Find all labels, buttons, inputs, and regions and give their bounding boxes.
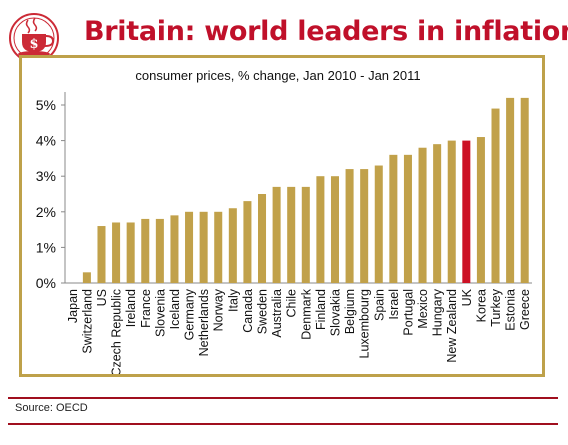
x-tick-label: Japan	[66, 289, 80, 323]
x-tick-label: Chile	[285, 289, 299, 318]
bar-belgium	[345, 169, 354, 283]
logo-letter: $	[29, 37, 38, 52]
x-tick-label: Australia	[270, 289, 284, 338]
y-tick-label: 1%	[36, 239, 56, 255]
x-tick-label: Israel	[387, 289, 401, 320]
x-tick-label: Denmark	[299, 288, 313, 339]
x-tick-label: Germany	[183, 288, 197, 340]
bar-mexico	[418, 147, 427, 283]
x-tick-label: Sweden	[256, 289, 270, 334]
page-title: Britain: world leaders in inflation	[84, 16, 568, 47]
bar-spain	[374, 165, 383, 283]
x-tick-label: Czech Republic	[110, 289, 124, 374]
bar-italy	[228, 208, 237, 283]
bar-netherlands	[199, 211, 208, 283]
x-tick-label: France	[139, 289, 153, 328]
x-tick-label: Portugal	[401, 289, 415, 336]
footer-rule-top	[8, 397, 558, 399]
x-tick-label: Belgium	[343, 289, 357, 334]
x-tick-label: Norway	[212, 288, 226, 331]
x-tick-label: Switzerland	[80, 289, 94, 354]
bar-chile	[287, 186, 296, 283]
x-tick-label: Slovenia	[153, 289, 167, 337]
y-tick-label: 2%	[36, 204, 56, 220]
bar-germany	[185, 211, 194, 283]
y-tick-label: 4%	[36, 133, 56, 149]
x-tick-label: Iceland	[168, 289, 182, 329]
bar-us	[97, 226, 106, 283]
x-tick-label: Finland	[314, 289, 328, 330]
chart-frame: consumer prices, % change, Jan 2010 - Ja…	[19, 55, 545, 377]
x-tick-label: Spain	[372, 289, 386, 321]
bar-new-zealand	[447, 140, 456, 283]
bar-denmark	[301, 186, 310, 283]
x-tick-label: Ireland	[124, 289, 138, 327]
bar-uk	[462, 140, 471, 283]
bar-turkey	[491, 108, 500, 283]
x-tick-label: Hungary	[431, 288, 445, 336]
bar-switzerland	[82, 272, 91, 283]
footer-rule-bottom	[8, 423, 558, 425]
x-tick-label: US	[95, 289, 109, 306]
y-tick-label: 0%	[36, 275, 56, 291]
bar-slovenia	[155, 218, 164, 283]
bar-sweden	[258, 194, 267, 283]
y-tick-label: 5%	[36, 97, 56, 113]
bar-france	[141, 218, 150, 283]
bar-hungary	[433, 144, 442, 283]
bar-portugal	[403, 154, 412, 283]
bar-finland	[316, 176, 325, 283]
bar-korea	[476, 137, 485, 283]
x-tick-label: Greece	[518, 289, 532, 330]
x-tick-label: Netherlands	[197, 289, 211, 356]
x-tick-label: Mexico	[416, 289, 430, 329]
x-tick-label: Italy	[226, 288, 240, 312]
source-note: Source: OECD	[15, 402, 88, 414]
bar-canada	[243, 201, 252, 283]
bar-australia	[272, 186, 281, 283]
bar-slovakia	[330, 176, 339, 283]
bar-iceland	[170, 215, 179, 283]
bar-norway	[214, 211, 223, 283]
x-tick-label: Turkey	[489, 288, 503, 326]
bar-ireland	[126, 222, 135, 283]
y-tick-label: 3%	[36, 168, 56, 184]
inflation-bar-chart: consumer prices, % change, Jan 2010 - Ja…	[36, 68, 532, 374]
x-tick-label: Korea	[474, 289, 488, 322]
bar-greece	[520, 97, 529, 283]
x-tick-label: Canada	[241, 289, 255, 333]
x-tick-label: Luxembourg	[358, 289, 372, 359]
chart-subtitle: consumer prices, % change, Jan 2010 - Ja…	[135, 68, 420, 83]
x-tick-label: Estonia	[504, 289, 518, 331]
x-tick-label: Slovakia	[328, 289, 342, 336]
x-tick-label: New Zealand	[445, 289, 459, 363]
bar-estonia	[506, 97, 515, 283]
x-tick-label: UK	[460, 288, 474, 306]
bar-luxembourg	[360, 169, 369, 283]
bar-czech-republic	[112, 222, 121, 283]
bar-israel	[389, 154, 398, 283]
